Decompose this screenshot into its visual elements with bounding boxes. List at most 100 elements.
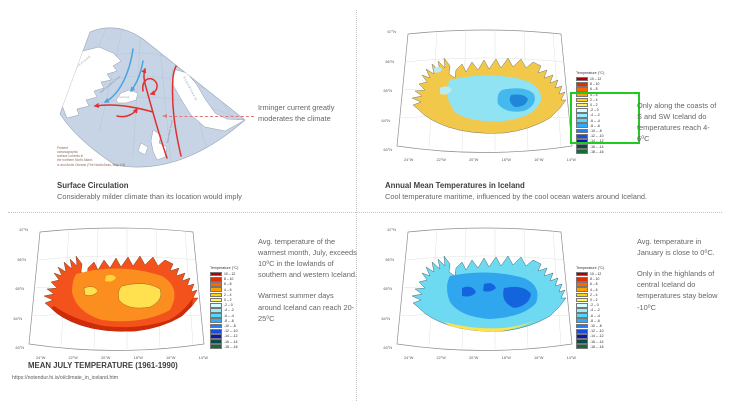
- y-axis-labels: 67°N 66°N 65°N 64°N 63°N: [376, 30, 396, 152]
- legend-row: 2 – 4: [576, 292, 638, 298]
- legend-row: -2 – 0: [210, 302, 272, 308]
- legend-row: -6 – -4: [210, 313, 272, 318]
- legend-row: 4 – 6: [210, 287, 272, 292]
- legend-label: -8 – -6: [590, 318, 600, 323]
- legend-label: -12 – -10: [590, 329, 604, 334]
- legend-row: 8 – 10: [210, 276, 272, 282]
- y-axis-label: 64°N: [381, 118, 390, 123]
- legend-row: -8 – -6: [210, 318, 272, 324]
- legend-title: Temperature (°C): [210, 266, 239, 270]
- legend-swatch: [576, 276, 588, 282]
- legend-swatch: [576, 313, 588, 318]
- legend-row: 6 – 8: [576, 282, 638, 287]
- y-axis-label: 67°N: [387, 30, 396, 34]
- legend-row: -12 – -10: [210, 328, 272, 334]
- x-axis-label: 22°W: [436, 356, 446, 360]
- x-axis-label: 20°W: [469, 158, 479, 162]
- legend-swatch: [576, 271, 588, 277]
- legend-swatch: [576, 323, 588, 329]
- legend-label: -14 – -12: [590, 139, 604, 144]
- legend-swatch: [576, 318, 588, 324]
- legend-label: -10 – -8: [590, 128, 602, 133]
- legend-swatch: [210, 276, 222, 282]
- legend-label: 8 – 10: [590, 82, 600, 87]
- legend-row: 8 – 10: [576, 81, 638, 87]
- source-note-line: surface currents in: [57, 154, 84, 159]
- january-annotation-para2: Only in the highlands of central Iceland…: [637, 269, 718, 312]
- x-axis-label: 22°W: [436, 158, 446, 162]
- y-axis-label: 63°N: [383, 148, 392, 152]
- x-axis-label: 18°W: [501, 158, 511, 162]
- x-axis-label: 16°W: [534, 158, 544, 162]
- legend-label: -12 – -10: [590, 134, 604, 139]
- x-axis-label: 14°W: [198, 356, 208, 360]
- legend-highlight-box: [570, 92, 640, 144]
- legend-swatch: [210, 308, 222, 313]
- january-annotation: Avg. temperature in January is close to …: [637, 236, 727, 323]
- annual-mean-title: Annual Mean Temperatures in Iceland: [385, 181, 525, 190]
- legend-row: -2 – 0: [576, 302, 638, 308]
- legend-swatch: [210, 302, 222, 308]
- legend-label: -2 – 0: [590, 303, 599, 308]
- legend-swatch: [576, 133, 588, 139]
- legend-row: -4 – -2: [576, 113, 638, 118]
- legend-swatch: [576, 302, 588, 308]
- legend-label: -8 – -6: [590, 123, 600, 128]
- legend-row: -12 – -10: [576, 133, 638, 139]
- legend-row: -16 – -14: [576, 339, 638, 344]
- legend-row: -18 – -16: [210, 344, 272, 350]
- legend-swatch: [576, 149, 588, 155]
- legend-swatch: [210, 344, 222, 350]
- y-axis-label: 66°N: [17, 257, 26, 262]
- legend-label: -4 – -2: [590, 113, 600, 118]
- legend-row: -4 – -2: [210, 308, 272, 313]
- y-axis-label: 64°N: [381, 316, 390, 321]
- legend-row: 8 – 10: [576, 276, 638, 282]
- horizontal-divider: [8, 212, 722, 213]
- x-axis-label: 22°W: [68, 356, 78, 360]
- x-axis-labels: 24°W 22°W 20°W 18°W 16°W 14°W: [404, 356, 576, 360]
- legend-label: 6 – 8: [590, 87, 598, 92]
- north-atlantic-current-label: North Atlantic Current: [166, 120, 174, 144]
- y-axis-label: 65°N: [383, 89, 392, 93]
- legend-label: -16 – -14: [590, 144, 604, 149]
- legend-row: 0 – 2: [210, 297, 272, 303]
- legend-label: -14 – -12: [224, 334, 238, 339]
- y-axis-label: 65°N: [383, 287, 392, 291]
- legend-label: 4 – 6: [590, 287, 598, 292]
- legend-row: 0 – 2: [576, 102, 638, 108]
- x-axis-label: 24°W: [404, 356, 414, 360]
- y-axis-label: 63°N: [15, 346, 24, 350]
- legend-label: 0 – 2: [224, 298, 232, 303]
- legend-swatch: [576, 339, 588, 344]
- surface-circulation-map: Greenland Iceland Scandinavia East Green…: [59, 27, 246, 168]
- january-temperature-map: [396, 227, 573, 351]
- legend-swatch: [576, 297, 588, 303]
- legend-swatch: [576, 102, 588, 108]
- y-axis-label: 67°N: [387, 228, 396, 232]
- legend-swatch: [210, 297, 222, 303]
- x-axis-label: 18°W: [133, 356, 143, 360]
- july-annotation-para1: Avg. temperature of the warmest month, J…: [258, 237, 358, 280]
- source-note-line: Present: [57, 146, 68, 150]
- cold-current-arrows: [103, 48, 144, 103]
- legend-swatch: [210, 328, 222, 334]
- annotation-leader-line: [162, 113, 254, 118]
- legend-swatch: [576, 123, 588, 129]
- annual-mean-caption: Cool temperature maritime, influenced by…: [385, 192, 648, 201]
- legend-label: -10 – -8: [224, 323, 236, 328]
- legend-label: -16 – -14: [224, 339, 238, 344]
- legend-row: 6 – 8: [576, 87, 638, 92]
- x-axis-label: 20°W: [469, 356, 479, 360]
- legend-label: -16 – -14: [590, 339, 604, 344]
- annual-mean-map: [396, 29, 573, 153]
- legend-label: 6 – 8: [224, 282, 232, 287]
- y-axis-label: 65°N: [15, 287, 24, 291]
- legend-swatch: [576, 81, 588, 87]
- legend-row: 0 – 2: [576, 297, 638, 303]
- legend-row: -10 – -8: [576, 323, 638, 329]
- legend-row: -16 – -14: [210, 339, 272, 344]
- x-axis-label: 16°W: [166, 356, 176, 360]
- legend-swatch: [210, 292, 222, 298]
- legend-label: 10 – 12: [590, 77, 602, 82]
